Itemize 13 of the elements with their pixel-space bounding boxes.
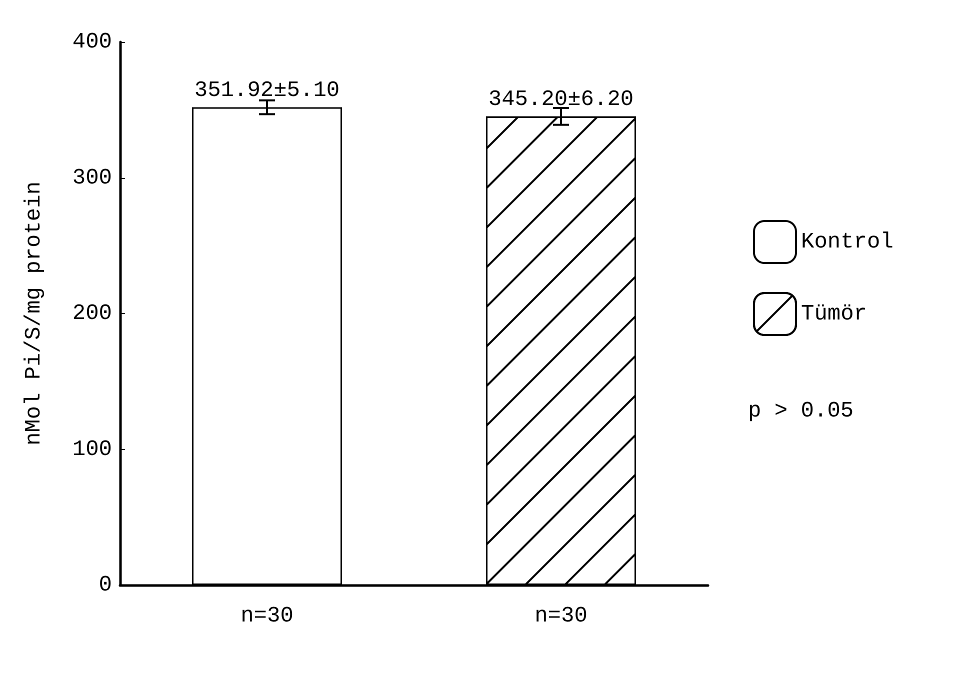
y-tick-label: 200	[72, 301, 112, 326]
legend-label: Kontrol	[801, 230, 894, 254]
y-tick-label: 0	[98, 572, 112, 598]
x-tick-label: n=30	[240, 604, 294, 628]
data-label: 345.20±6.20	[488, 86, 634, 112]
data-label: 351.92±5.10	[194, 78, 340, 103]
x-tick-label: n=30	[534, 604, 588, 628]
y-tick-label: 300	[72, 165, 112, 190]
y-tick-label: 400	[72, 30, 112, 54]
text: p > 0.05	[748, 398, 854, 424]
legend-label: Tümör	[801, 302, 868, 326]
y-tick-label: 100	[72, 436, 112, 462]
y-axis-title: nMol Pi/S/mg protein	[22, 181, 46, 446]
